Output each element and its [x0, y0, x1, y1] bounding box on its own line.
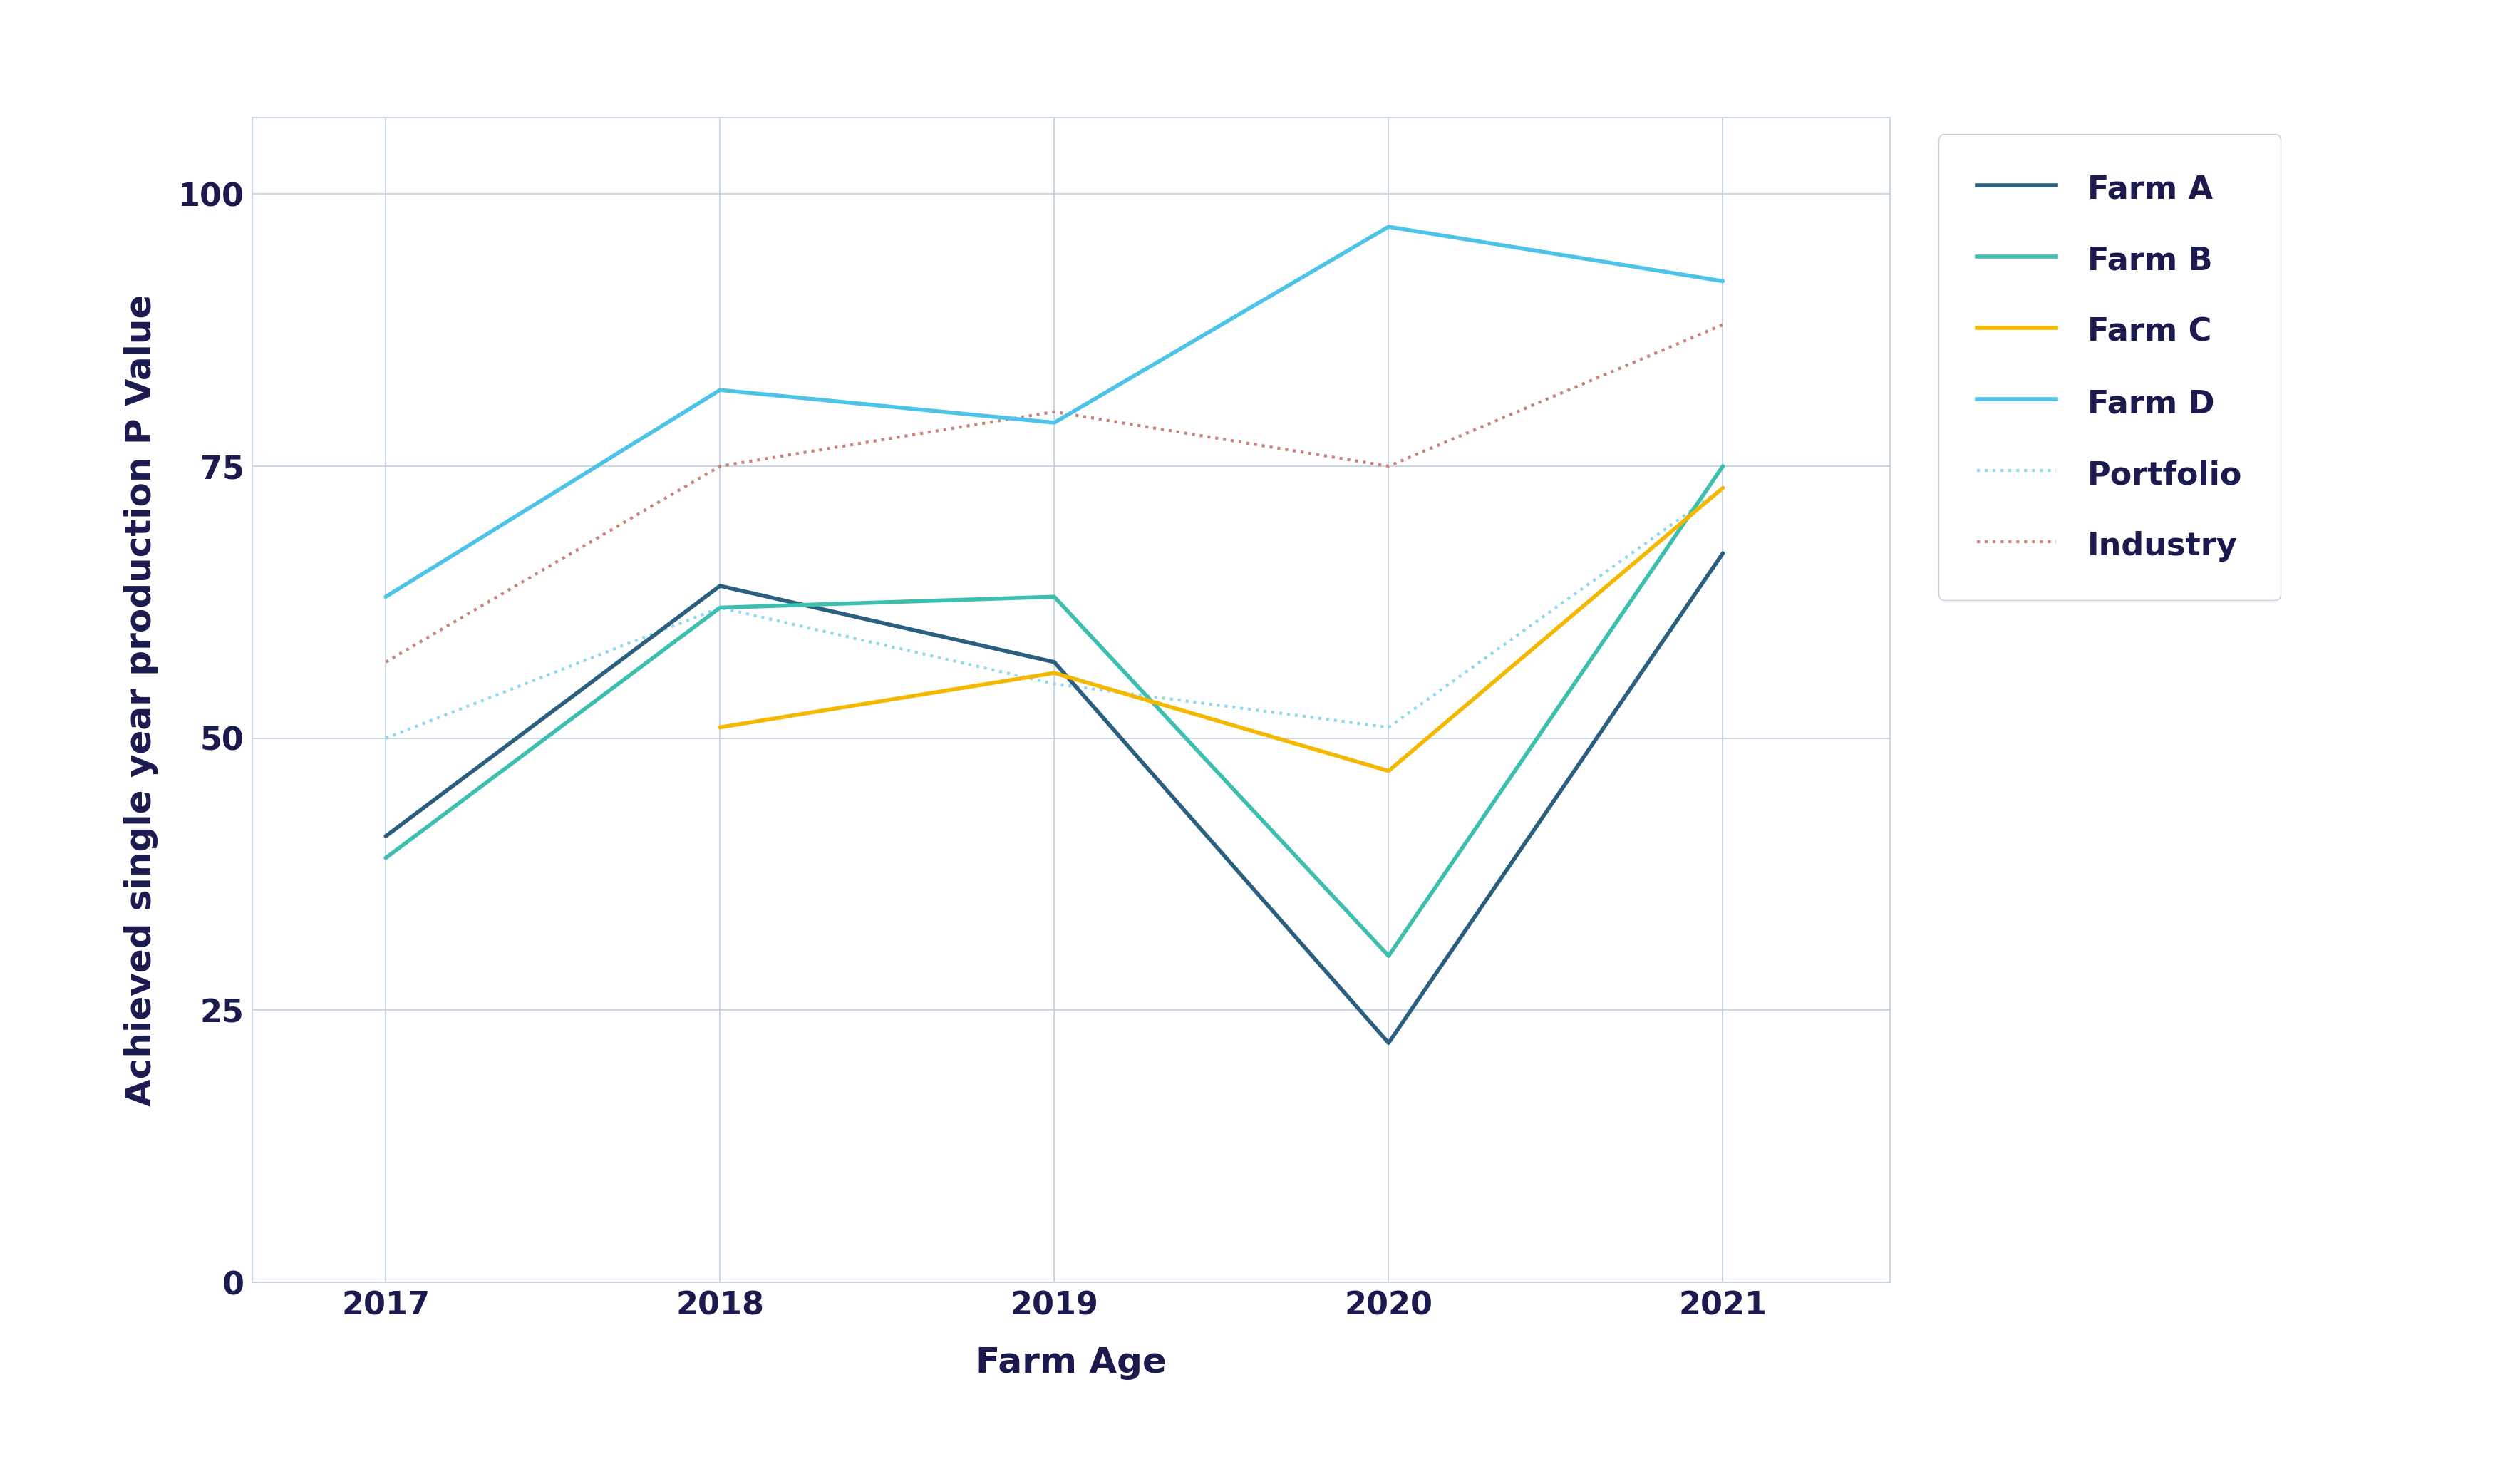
Y-axis label: Achieved single year production P Value: Achieved single year production P Value	[123, 295, 159, 1106]
X-axis label: Farm Age: Farm Age	[975, 1346, 1167, 1380]
Legend: Farm A, Farm B, Farm C, Farm D, Portfolio, Industry: Farm A, Farm B, Farm C, Farm D, Portfoli…	[1938, 134, 2281, 600]
